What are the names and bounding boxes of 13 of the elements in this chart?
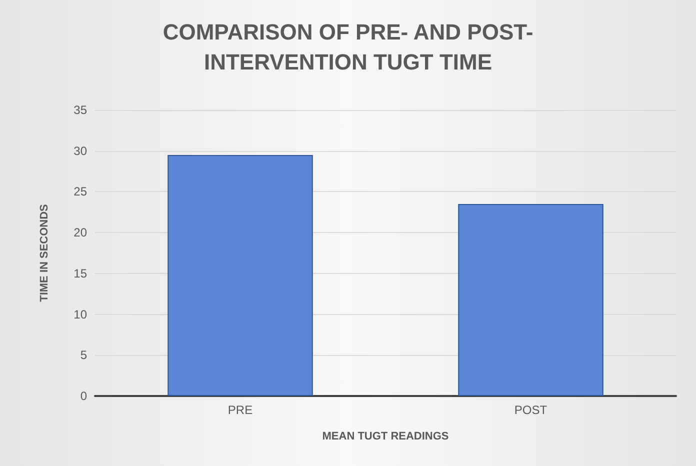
x-tick-label: PRE — [228, 403, 253, 417]
y-tick-label: 35 — [74, 103, 88, 117]
y-axis-title: TIME IN SECONDS — [38, 204, 50, 302]
y-tick-label: 0 — [80, 389, 88, 403]
y-tick-label: 30 — [74, 144, 88, 158]
y-tick-label: 15 — [74, 266, 88, 280]
y-tick-label: 20 — [74, 226, 88, 240]
y-tick-label: 10 — [74, 307, 88, 322]
chart-title: COMPARISON OF PRE- AND POST- INTERVENTION TUGT TIME — [162, 20, 534, 74]
x-tick-label: POST — [514, 403, 548, 417]
y-tick-label: 25 — [74, 184, 88, 199]
y-tick-label: 5 — [80, 348, 88, 362]
x-axis-title: MEAN TUGT READINGS — [322, 430, 449, 442]
